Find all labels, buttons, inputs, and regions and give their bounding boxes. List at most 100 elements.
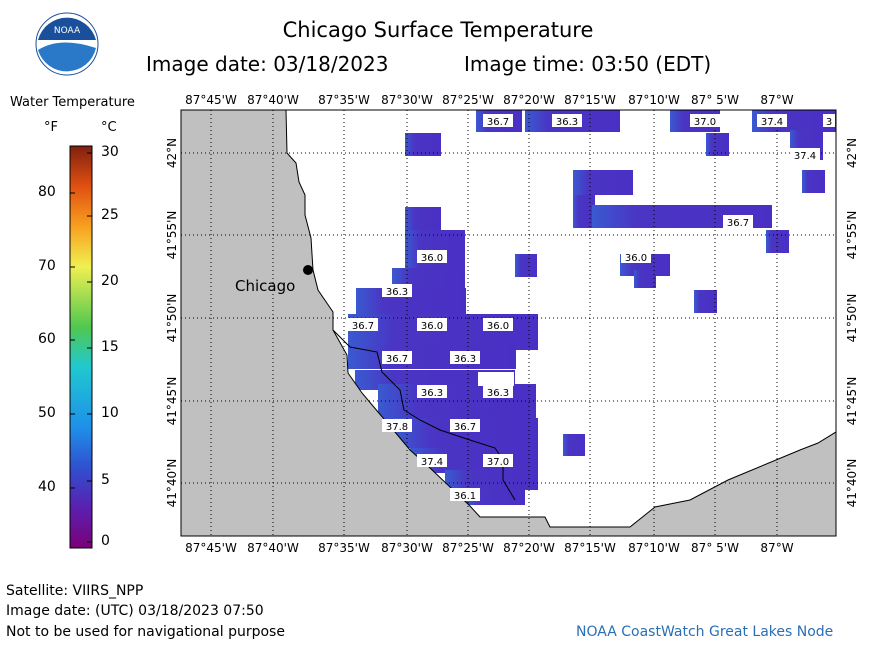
temp-label-box: [417, 318, 447, 331]
city-label-chicago: Chicago: [235, 277, 295, 295]
temp-label-box: [723, 215, 753, 228]
map-title: Chicago Surface Temperature: [282, 18, 594, 42]
temp-label-box: [417, 385, 447, 398]
water-cell: [634, 270, 656, 288]
temp-label-box: [690, 114, 720, 127]
legend-title: Water Temperature: [10, 95, 135, 110]
temperature-labels: 36.7 36.3 37.0 37.4 3 37.4 36.7 36.0 36.0 36.3 36.…: [348, 114, 835, 502]
longitude-label: 87°15'W: [564, 541, 616, 555]
water-cell: [405, 133, 441, 156]
temp-label: 36.7: [454, 422, 476, 433]
longitude-label: 87°20'W: [503, 541, 555, 555]
temp-label-box: [417, 250, 447, 263]
temp-label: 36.3: [386, 287, 408, 298]
noaa-logo: NOAA: [35, 12, 99, 76]
latitude-label: 41°45'N: [165, 377, 179, 426]
water-cell: [573, 195, 595, 228]
temp-label: 37.4: [761, 117, 783, 128]
longitude-label: 87°45'W: [185, 541, 237, 555]
water-cell: [392, 268, 465, 288]
latitude-label: 41°55'N: [165, 211, 179, 260]
legend-f-label: 80: [38, 184, 56, 200]
legend-f-label: 70: [38, 258, 56, 274]
legend-c-label: 5: [101, 472, 110, 488]
longitude-label: 87°35'W: [318, 541, 370, 555]
latitude-label: 42°N: [165, 138, 179, 168]
temp-label-box: [483, 114, 513, 127]
latitude-labels-right: 42°N 41°55'N 41°50'N 41°45'N 41°40'N: [845, 138, 859, 508]
temp-label-box: [483, 318, 513, 331]
water-cell: [706, 133, 729, 156]
temp-label-box: [450, 351, 480, 364]
longitude-label: 87° 5'W: [691, 541, 739, 555]
longitude-label: 87°40'W: [247, 93, 299, 107]
credit-link[interactable]: NOAA CoastWatch Great Lakes Node: [576, 624, 834, 640]
legend-c-label: 30: [101, 144, 119, 160]
longitude-label: 87°25'W: [442, 93, 494, 107]
map-area: 36.7 36.3 37.0 37.4 3 37.4 36.7 36.0 36.0 36.3 36.…: [181, 110, 836, 536]
latitude-label: 41°50'N: [165, 294, 179, 343]
water-cell: [445, 470, 538, 490]
temp-label: 37.8: [386, 422, 408, 433]
longitude-label: 87°45'W: [185, 93, 237, 107]
temp-label-box: [552, 114, 582, 127]
water-cell: [694, 290, 717, 313]
legend-f-label: 40: [38, 479, 56, 495]
chicago-marker: [303, 265, 313, 275]
temp-label: 36.7: [386, 354, 408, 365]
legend-c-label: 20: [101, 273, 119, 289]
legend-f-label: 50: [38, 405, 56, 421]
temp-label-box: [382, 419, 412, 432]
image-date: Image date: 03/18/2023: [146, 52, 389, 76]
water-cell: [766, 230, 789, 253]
water-cell: [348, 345, 516, 369]
temp-label-box: [757, 114, 787, 127]
latitude-label: 41°55'N: [845, 211, 859, 260]
legend-c-label: 0: [101, 533, 110, 549]
legend-ticks: [70, 152, 92, 543]
longitude-label: 87°15'W: [564, 93, 616, 107]
temp-label-box: [382, 284, 412, 297]
legend-c-label: 10: [101, 405, 119, 421]
water-cell: [573, 170, 633, 195]
image-time: Image time: 03:50 (EDT): [464, 52, 712, 76]
latitude-label: 41°40'N: [165, 459, 179, 508]
temp-label-box: [823, 114, 835, 127]
legend-c-label: 15: [101, 339, 119, 355]
temp-label: 36.3: [487, 388, 509, 399]
longitude-label: 87°30'W: [381, 541, 433, 555]
temp-label: 36.0: [625, 253, 647, 264]
latitude-label: 41°50'N: [845, 294, 859, 343]
longitude-label: 87°W: [760, 541, 793, 555]
latitude-label: 42°N: [845, 138, 859, 168]
temp-label: 36.3: [421, 388, 443, 399]
longitude-label: 87°35'W: [318, 93, 370, 107]
noaa-logo-text: NOAA: [54, 26, 81, 36]
longitude-label: 87°25'W: [442, 541, 494, 555]
graticule: [181, 110, 836, 536]
temp-label: 36.3: [556, 117, 578, 128]
latitude-label: 41°45'N: [845, 377, 859, 426]
longitude-label: 87°10'W: [628, 541, 680, 555]
temp-label: 36.7: [352, 321, 374, 332]
latitude-label: 41°40'N: [845, 459, 859, 508]
no-data-gap: [478, 372, 514, 386]
legend-f-label: 60: [38, 331, 56, 347]
temp-label: 36.0: [421, 253, 443, 264]
temp-label-box: [417, 454, 447, 467]
longitude-label: 87°W: [760, 93, 793, 107]
water-cell: [563, 434, 585, 456]
longitude-label: 87°30'W: [381, 93, 433, 107]
utc-date: Image date: (UTC) 03/18/2023 07:50: [6, 603, 264, 619]
temp-label-box: [621, 250, 651, 263]
temp-label-box: [790, 148, 820, 161]
temp-label: 37.4: [421, 457, 443, 468]
temp-label: 37.4: [794, 151, 816, 162]
longitude-label: 87° 5'W: [691, 93, 739, 107]
temp-label: 36.3: [454, 354, 476, 365]
map-frame: [180, 109, 837, 537]
longitude-label: 87°40'W: [247, 541, 299, 555]
temp-label-box: [450, 488, 480, 501]
temp-label-box: [450, 419, 480, 432]
